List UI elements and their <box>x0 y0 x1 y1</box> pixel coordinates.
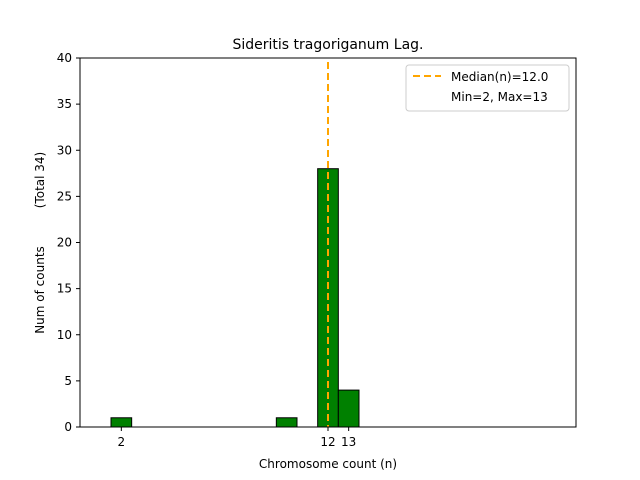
y-tick-label-5: 5 <box>64 374 72 388</box>
y-axis-label: Num of counts <box>33 246 47 334</box>
y-tick-label-30: 30 <box>57 143 72 157</box>
y-tick-label-15: 15 <box>57 282 72 296</box>
y-tick-label-40: 40 <box>57 51 72 65</box>
y-tick-label-35: 35 <box>57 97 72 111</box>
bar-10 <box>275 417 298 428</box>
x-axis-label: Chromosome count (n) <box>259 457 397 471</box>
legend-box <box>405 64 570 112</box>
bar-2 <box>110 417 133 428</box>
y-tick-label-20: 20 <box>57 236 72 250</box>
chart-title: Sideritis tragoriganum Lag. <box>233 37 424 53</box>
bar-13 <box>337 389 360 428</box>
y-tick-label-0: 0 <box>64 420 72 434</box>
x-tick-label-12: 12 <box>320 435 335 449</box>
x-tick-label-13: 13 <box>341 435 356 449</box>
x-tick-label-2: 2 <box>118 435 126 449</box>
y-tick-label-25: 25 <box>57 189 72 203</box>
legend-median-label: Median(n)=12.0 <box>451 70 548 84</box>
y-axis-total-label: (Total 34) <box>33 152 47 208</box>
x-axis: 2 12 13 <box>118 427 356 449</box>
y-tick-label-10: 10 <box>57 328 72 342</box>
legend-minmax-label: Min=2, Max=13 <box>451 90 548 104</box>
y-axis: 0 5 10 15 20 25 30 35 40 <box>57 51 80 434</box>
legend: Median(n)=12.0 Min=2, Max=13 <box>405 64 570 112</box>
